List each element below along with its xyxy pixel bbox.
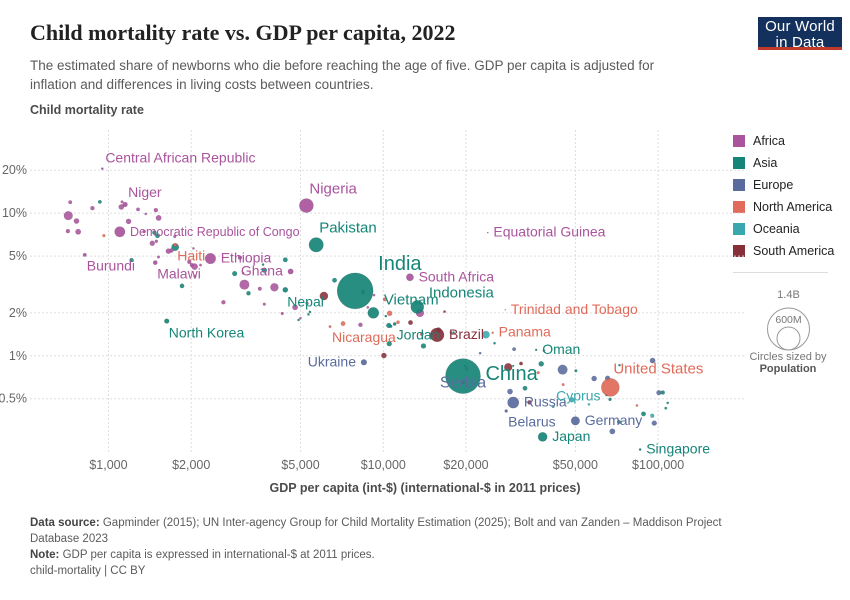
- svg-text:United States: United States: [613, 360, 703, 377]
- svg-text:Equatorial Guinea: Equatorial Guinea: [493, 224, 605, 240]
- svg-text:China: China: [485, 363, 538, 385]
- svg-text:Nicaragua: Nicaragua: [332, 329, 396, 345]
- svg-text:$2,000: $2,000: [172, 458, 210, 472]
- svg-text:Nepal: Nepal: [287, 293, 324, 309]
- svg-text:India: India: [378, 253, 422, 275]
- svg-text:Oman: Oman: [542, 341, 580, 357]
- svg-text:Ghana: Ghana: [241, 262, 283, 278]
- svg-text:Germany: Germany: [585, 412, 643, 428]
- svg-text:Trinidad and Tobago: Trinidad and Tobago: [511, 301, 638, 317]
- svg-text:0.5%: 0.5%: [0, 392, 27, 406]
- svg-text:Cyprus: Cyprus: [556, 387, 600, 403]
- svg-text:$20,000: $20,000: [443, 458, 488, 472]
- svg-text:Pakistan: Pakistan: [319, 220, 377, 237]
- svg-text:Brazil: Brazil: [449, 326, 484, 342]
- svg-text:Central African Republic: Central African Republic: [105, 150, 255, 166]
- svg-text:2%: 2%: [9, 306, 27, 320]
- svg-text:Japan: Japan: [552, 428, 590, 444]
- svg-text:1%: 1%: [9, 349, 27, 363]
- svg-text:Niger: Niger: [128, 184, 162, 200]
- svg-text:Democratic Republic of Congo: Democratic Republic of Congo: [130, 225, 300, 239]
- svg-text:20%: 20%: [2, 163, 27, 177]
- svg-text:Nigeria: Nigeria: [309, 181, 357, 198]
- svg-text:$5,000: $5,000: [281, 458, 319, 472]
- svg-text:$1,000: $1,000: [89, 458, 127, 472]
- svg-text:Singapore: Singapore: [646, 441, 710, 457]
- svg-text:$100,000: $100,000: [632, 458, 684, 472]
- svg-text:$10,000: $10,000: [361, 458, 406, 472]
- svg-text:Ukraine: Ukraine: [308, 353, 356, 369]
- svg-text:Malawi: Malawi: [157, 266, 201, 282]
- svg-text:North Korea: North Korea: [169, 324, 245, 340]
- svg-text:Belarus: Belarus: [508, 413, 555, 429]
- svg-text:South Africa: South Africa: [419, 268, 495, 284]
- svg-text:Haiti: Haiti: [177, 247, 205, 263]
- svg-text:Panama: Panama: [499, 324, 551, 340]
- svg-text:Jordan: Jordan: [397, 327, 440, 343]
- svg-text:Burundi: Burundi: [87, 258, 135, 274]
- svg-text:5%: 5%: [9, 249, 27, 263]
- svg-text:Serbia: Serbia: [440, 374, 486, 391]
- svg-text:Indonesia: Indonesia: [429, 284, 495, 301]
- svg-text:$50,000: $50,000: [553, 458, 598, 472]
- svg-text:10%: 10%: [2, 206, 27, 220]
